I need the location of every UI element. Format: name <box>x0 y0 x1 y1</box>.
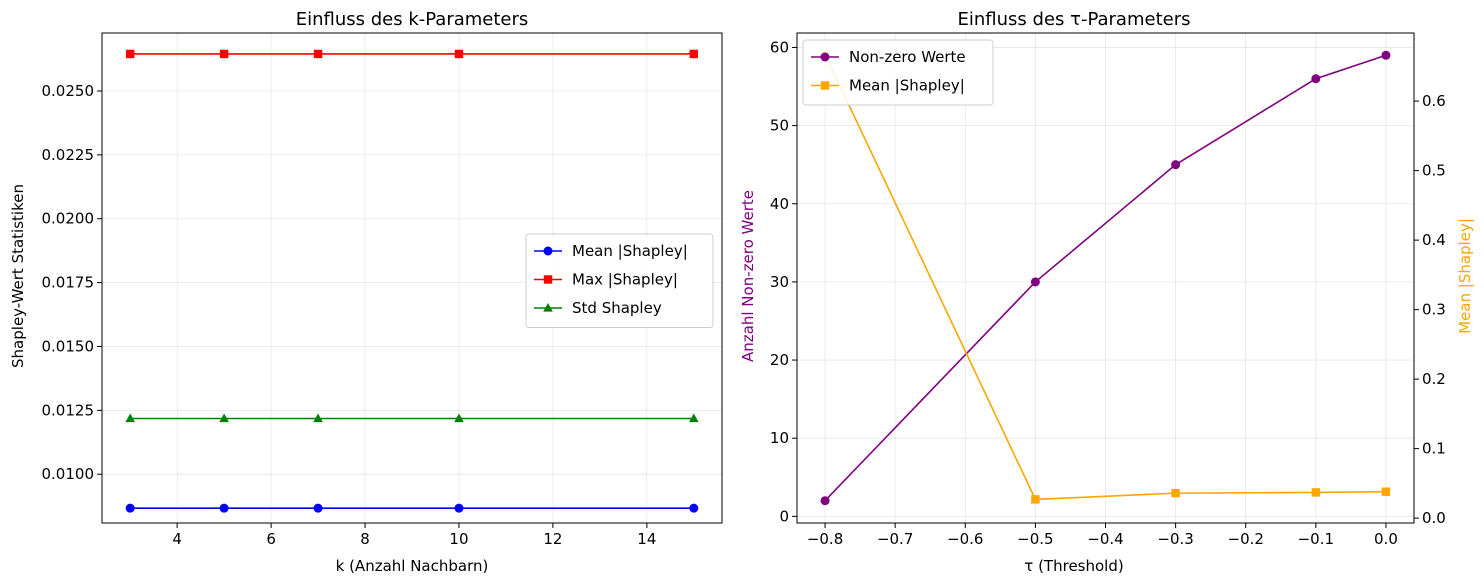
legend-box <box>525 233 714 328</box>
data-point <box>313 49 323 59</box>
chart-tau-ylabel-right: Mean |Shapley| <box>1456 218 1474 334</box>
y2-tick-label: 0.0 <box>1422 509 1446 527</box>
y-tick-label: 50 <box>770 117 789 135</box>
data-point <box>125 49 135 59</box>
y-tick-label: 30 <box>770 273 789 291</box>
x-tick-label: −0.8 <box>807 530 843 548</box>
chart-tau-grid <box>797 33 1414 523</box>
data-point <box>313 503 323 513</box>
data-point <box>1030 277 1040 287</box>
legend-marker <box>820 81 830 90</box>
data-point <box>219 49 229 59</box>
data-point <box>1171 160 1181 170</box>
x-tick-label: −0.2 <box>1228 530 1264 548</box>
chart-tau-title: Einfluss des τ-Parameters <box>958 9 1191 30</box>
chart-k-ticks: 4 6 8 10 12 14 0.0100 0.0125 0.0150 0.0175 0.0200 0… <box>42 82 657 548</box>
x-tick-label: 14 <box>637 530 656 548</box>
x-tick-label: −0.1 <box>1298 530 1334 548</box>
y-tick-label: 40 <box>770 195 789 213</box>
y2-tick-label: 0.3 <box>1422 301 1446 319</box>
y-tick-label: 0.0125 <box>42 401 95 419</box>
data-point <box>125 503 135 513</box>
y2-tick-label: 0.4 <box>1422 231 1446 249</box>
data-point <box>219 413 229 423</box>
y2-tick-label: 0.6 <box>1422 92 1446 110</box>
x-tick-label: −0.4 <box>1087 530 1123 548</box>
data-point <box>454 49 464 59</box>
y2-tick-label: 0.2 <box>1422 370 1446 388</box>
data-point <box>1031 495 1040 504</box>
legend-label: Non-zero Werte <box>849 48 966 66</box>
legend-marker <box>543 275 553 284</box>
x-tick-label: −0.3 <box>1157 530 1193 548</box>
chart-tau-legend: Non-zero Werte Mean |Shapley| <box>802 39 994 106</box>
chart-tau-xlabel: τ (Threshold) <box>1024 557 1123 575</box>
y-tick-label: 0.0200 <box>42 210 95 228</box>
y-tick-label: 20 <box>770 351 789 369</box>
data-point <box>1311 488 1321 497</box>
y-tick-label: 60 <box>770 38 789 56</box>
legend-marker <box>820 52 830 62</box>
data-point <box>689 503 699 513</box>
data-point <box>125 413 135 423</box>
legend-label: Max |Shapley| <box>572 271 678 289</box>
x-tick-label: 12 <box>543 530 562 548</box>
y-tick-label: 10 <box>770 429 789 447</box>
x-tick-label: 8 <box>360 530 370 548</box>
x-tick-label: −0.5 <box>1017 530 1053 548</box>
chart-k-xlabel: k (Anzahl Nachbarn) <box>336 557 489 575</box>
legend-label: Mean |Shapley| <box>572 242 688 260</box>
chart-k-title: Einfluss des k-Parameters <box>296 9 529 30</box>
x-tick-label: 6 <box>266 530 276 548</box>
legend-marker <box>543 303 553 312</box>
data-point <box>454 413 464 423</box>
y-tick-label: 0.0225 <box>42 146 95 164</box>
legend-label: Mean |Shapley| <box>849 77 965 95</box>
chart-k-ylabel: Shapley-Wert Statistiken <box>9 184 27 368</box>
legend-box <box>802 39 994 106</box>
chart-k-parameter: Einfluss des k-Parameters k (Anzahl Nach… <box>9 9 723 575</box>
data-point <box>689 49 699 59</box>
data-point <box>1171 488 1180 498</box>
data-point <box>820 496 830 506</box>
chart-tau-series <box>820 50 1391 506</box>
legend-label: Std Shapley <box>572 299 662 317</box>
x-tick-label: −0.6 <box>947 530 983 548</box>
y-tick-label: 0.0150 <box>42 337 95 355</box>
chart-tau-parameter: Einfluss des τ-Parameters τ (Threshold) … <box>739 9 1474 575</box>
legend-marker <box>543 246 553 256</box>
y2-tick-label: 0.5 <box>1422 162 1446 180</box>
y-tick-label: 0.0175 <box>42 274 95 292</box>
y2-tick-label: 0.1 <box>1422 440 1446 458</box>
chart-k-legend: Mean |Shapley| Max |Shapley| Std Shapley <box>525 233 714 328</box>
y-tick-label: 0 <box>779 507 789 525</box>
chart-tau-ylabel-left: Anzahl Non-zero Werte <box>739 190 757 362</box>
data-point <box>1311 74 1321 84</box>
y-tick-label: 0.0250 <box>42 82 95 100</box>
chart-tau-ticks: −0.8 −0.7 −0.6 −0.5 −0.4 −0.3 −0.2 −0.1 0.0 0 10 20… <box>770 38 1446 548</box>
y-tick-label: 0.0100 <box>42 465 95 483</box>
chart-k-series <box>125 49 699 513</box>
data-point <box>1381 487 1391 496</box>
x-tick-label: −0.7 <box>877 530 913 548</box>
x-tick-label: 10 <box>449 530 468 548</box>
data-point <box>219 503 229 513</box>
chart-k-plot-frame <box>101 32 723 524</box>
data-point <box>1381 50 1391 60</box>
data-point <box>454 503 464 513</box>
x-tick-label: 4 <box>172 530 182 548</box>
data-point <box>689 413 699 423</box>
chart-tau-plot-frame <box>796 32 1415 524</box>
x-tick-label: 0.0 <box>1374 530 1398 548</box>
data-point <box>313 413 323 423</box>
